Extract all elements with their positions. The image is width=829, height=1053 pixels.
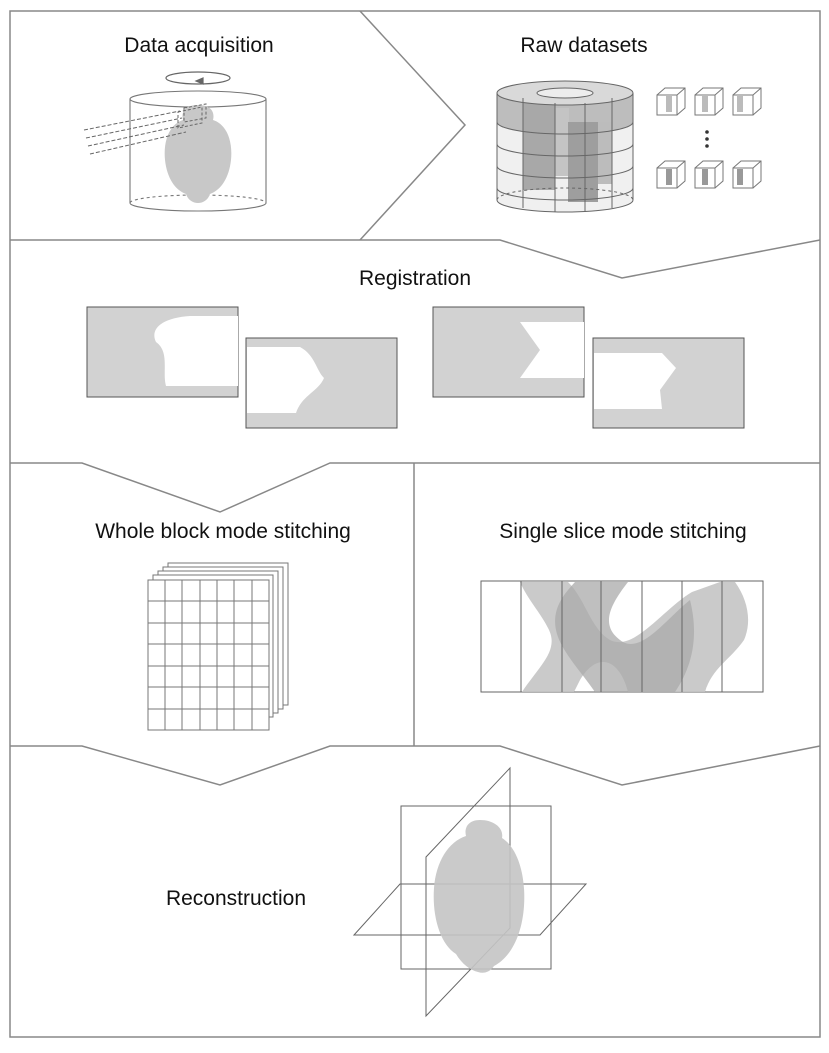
- panel-borders: [9, 10, 821, 1038]
- grid-lines: [148, 580, 269, 730]
- arrow-divider-1: [359, 10, 467, 241]
- registration-pair-right: [432, 306, 745, 429]
- reconstruction-illustration: [352, 766, 588, 1018]
- panel-title-whole-block: Whole block mode stitching: [95, 520, 351, 543]
- slice-dividers: [520, 581, 723, 692]
- panel-title-raw-datasets: Raw datasets: [520, 34, 648, 57]
- arrow-divider-4: [10, 745, 821, 786]
- acquisition-illustration: [83, 71, 267, 212]
- arrow-divider-3: [10, 462, 820, 513]
- panel-title-registration: Registration: [358, 267, 472, 290]
- rotation-arrow-icon: [165, 71, 231, 85]
- tile-cubes: [656, 87, 762, 189]
- sample-cylinder: [129, 90, 267, 212]
- laser-beam-icon: [83, 110, 187, 155]
- tile-cube: [732, 87, 762, 116]
- brain-silhouette-icon: [164, 105, 232, 203]
- tile-cube: [694, 87, 724, 116]
- panel-title-single-slice: Single slice mode stitching: [499, 520, 747, 543]
- arrow-divider-2: [10, 239, 821, 279]
- brain-silhouette-icon: [433, 820, 525, 973]
- tile-cube: [656, 160, 686, 189]
- tile-grid: [147, 579, 270, 731]
- raw-datasets-illustration: [496, 80, 762, 213]
- outer-frame: [9, 10, 821, 1038]
- registration-illustration: [86, 306, 745, 429]
- registration-pair-left: [86, 306, 398, 429]
- panel-title-reconstruction: Reconstruction: [165, 887, 307, 910]
- whole-block-illustration: [147, 562, 289, 731]
- imaging-plane: [177, 103, 207, 129]
- panel-title-data-acquisition: Data acquisition: [124, 34, 274, 57]
- single-slice-illustration: [480, 580, 764, 693]
- ellipsis-icon: [705, 130, 709, 148]
- tile-cube: [694, 160, 724, 189]
- layered-cylinder: [496, 80, 634, 213]
- tile-cube: [732, 160, 762, 189]
- slice-band: [555, 582, 695, 692]
- tile-cube: [656, 87, 686, 116]
